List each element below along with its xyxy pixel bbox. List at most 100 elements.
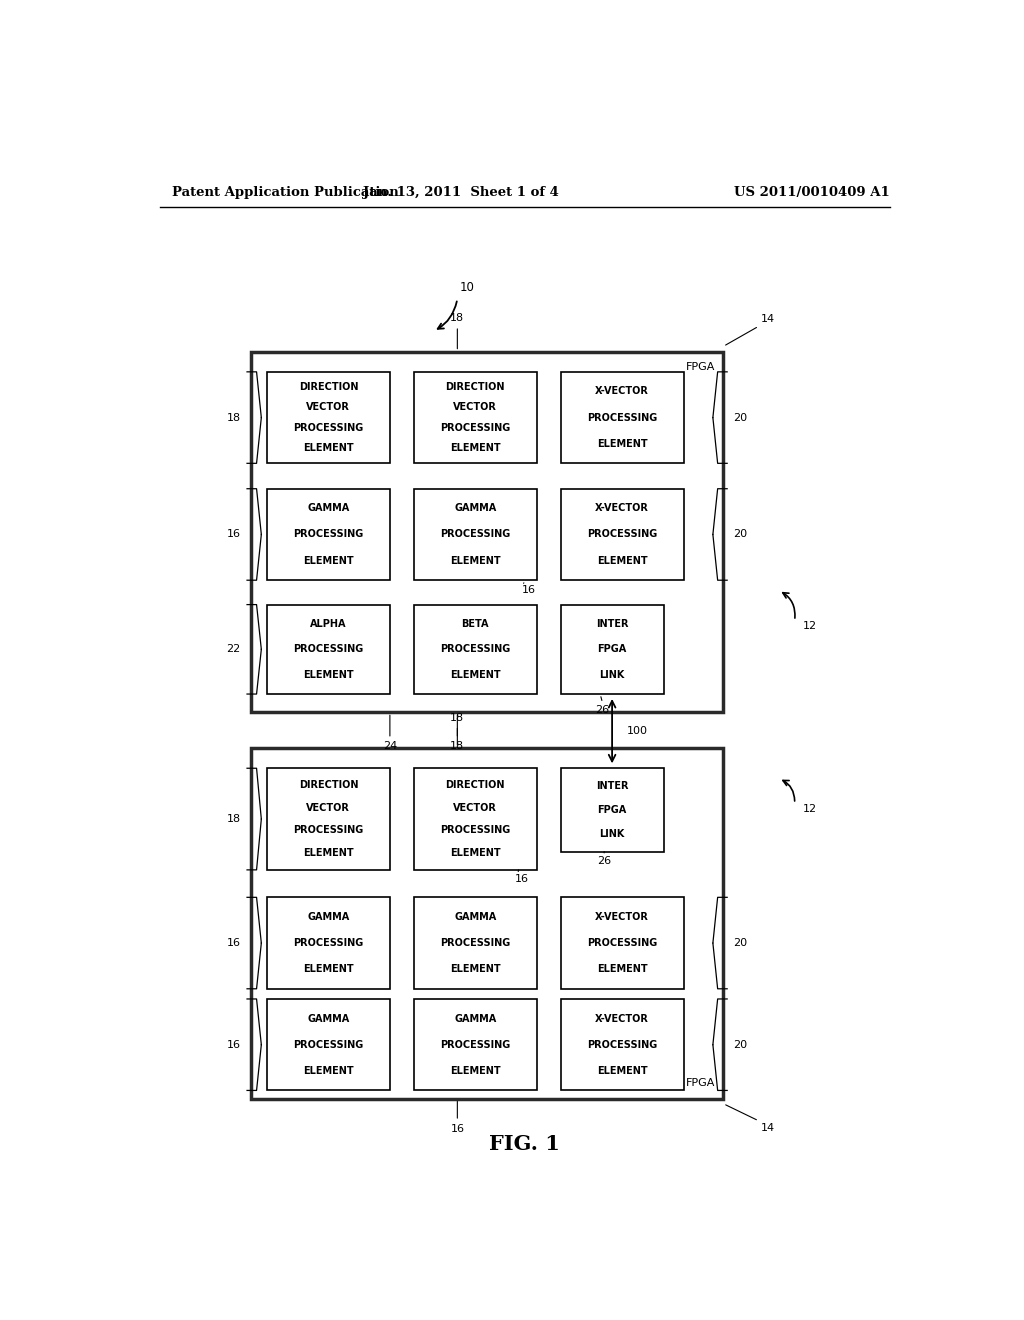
Bar: [560, 999, 684, 1090]
Text: VECTOR: VECTOR: [454, 803, 497, 813]
Bar: [414, 999, 537, 1090]
Text: ELEMENT: ELEMENT: [450, 1065, 501, 1076]
Text: VECTOR: VECTOR: [454, 403, 497, 412]
Text: X-VECTOR: X-VECTOR: [595, 1014, 649, 1023]
Bar: [414, 372, 537, 463]
Text: FPGA: FPGA: [597, 805, 627, 814]
Text: 18: 18: [451, 741, 465, 751]
Text: VECTOR: VECTOR: [306, 803, 350, 813]
Text: ELEMENT: ELEMENT: [303, 1065, 353, 1076]
Text: ELEMENT: ELEMENT: [303, 847, 353, 858]
Text: ELEMENT: ELEMENT: [450, 669, 501, 680]
Text: 24: 24: [383, 741, 397, 751]
Text: 18: 18: [226, 413, 241, 422]
Text: ELEMENT: ELEMENT: [303, 444, 353, 453]
Text: 26: 26: [596, 705, 609, 715]
Text: ELEMENT: ELEMENT: [303, 669, 353, 680]
Text: 14: 14: [761, 1123, 775, 1133]
Text: PROCESSING: PROCESSING: [293, 1040, 364, 1049]
Text: Patent Application Publication: Patent Application Publication: [172, 186, 398, 199]
Text: DIRECTION: DIRECTION: [445, 381, 505, 392]
Text: PROCESSING: PROCESSING: [293, 644, 364, 655]
Text: 100: 100: [627, 726, 647, 737]
Text: ELEMENT: ELEMENT: [303, 556, 353, 565]
Text: 20: 20: [733, 529, 748, 540]
Text: 16: 16: [451, 1125, 464, 1134]
Text: LINK: LINK: [599, 829, 625, 838]
Text: X-VECTOR: X-VECTOR: [595, 387, 649, 396]
Text: PROCESSING: PROCESSING: [440, 422, 510, 433]
Text: GAMMA: GAMMA: [454, 503, 497, 513]
Text: GAMMA: GAMMA: [454, 1014, 497, 1023]
Text: 16: 16: [226, 529, 241, 540]
Bar: [414, 488, 537, 581]
Bar: [267, 605, 390, 694]
Text: GAMMA: GAMMA: [454, 912, 497, 921]
Bar: [414, 768, 537, 870]
Bar: [267, 488, 390, 581]
Text: ELEMENT: ELEMENT: [597, 438, 647, 449]
Text: FPGA: FPGA: [597, 644, 627, 655]
Text: 26: 26: [597, 855, 611, 866]
Text: INTER: INTER: [596, 781, 629, 791]
Bar: [251, 748, 723, 1098]
Text: 16: 16: [226, 939, 241, 948]
Text: ELEMENT: ELEMENT: [303, 964, 353, 974]
Text: 10: 10: [460, 281, 474, 293]
Bar: [267, 372, 390, 463]
Text: X-VECTOR: X-VECTOR: [595, 503, 649, 513]
Text: ELEMENT: ELEMENT: [597, 556, 647, 565]
Text: 16: 16: [515, 874, 529, 884]
Text: GAMMA: GAMMA: [307, 1014, 349, 1023]
Text: PROCESSING: PROCESSING: [587, 529, 657, 540]
Bar: [560, 372, 684, 463]
Text: VECTOR: VECTOR: [306, 403, 350, 412]
Text: 14: 14: [761, 314, 775, 325]
Text: 18: 18: [451, 313, 465, 323]
Text: 16: 16: [226, 1040, 241, 1049]
Text: 18: 18: [451, 713, 465, 722]
Bar: [560, 488, 684, 581]
Text: US 2011/0010409 A1: US 2011/0010409 A1: [734, 186, 890, 199]
Text: FPGA: FPGA: [686, 1078, 715, 1089]
Bar: [267, 898, 390, 989]
Text: X-VECTOR: X-VECTOR: [595, 912, 649, 921]
Text: PROCESSING: PROCESSING: [293, 825, 364, 836]
Text: INTER: INTER: [596, 619, 629, 628]
Bar: [414, 898, 537, 989]
Bar: [267, 999, 390, 1090]
Text: DIRECTION: DIRECTION: [299, 381, 358, 392]
Text: PROCESSING: PROCESSING: [587, 413, 657, 422]
Text: PROCESSING: PROCESSING: [440, 939, 510, 948]
Text: PROCESSING: PROCESSING: [440, 529, 510, 540]
Text: 16: 16: [521, 585, 536, 595]
Bar: [251, 351, 723, 713]
Bar: [560, 768, 664, 851]
Text: PROCESSING: PROCESSING: [440, 825, 510, 836]
Text: DIRECTION: DIRECTION: [299, 780, 358, 791]
Text: PROCESSING: PROCESSING: [587, 1040, 657, 1049]
Text: ELEMENT: ELEMENT: [450, 847, 501, 858]
Text: ELEMENT: ELEMENT: [597, 1065, 647, 1076]
Text: LINK: LINK: [599, 669, 625, 680]
Text: ELEMENT: ELEMENT: [450, 444, 501, 453]
Text: DIRECTION: DIRECTION: [445, 780, 505, 791]
Text: ELEMENT: ELEMENT: [450, 556, 501, 565]
Text: GAMMA: GAMMA: [307, 912, 349, 921]
Text: ALPHA: ALPHA: [310, 619, 347, 628]
Text: FPGA: FPGA: [686, 362, 715, 372]
Text: PROCESSING: PROCESSING: [293, 422, 364, 433]
Text: Jan. 13, 2011  Sheet 1 of 4: Jan. 13, 2011 Sheet 1 of 4: [364, 186, 559, 199]
Bar: [267, 768, 390, 870]
Text: ELEMENT: ELEMENT: [450, 964, 501, 974]
Text: BETA: BETA: [462, 619, 488, 628]
Text: 20: 20: [733, 413, 748, 422]
Text: PROCESSING: PROCESSING: [293, 529, 364, 540]
Text: PROCESSING: PROCESSING: [440, 644, 510, 655]
Text: 20: 20: [733, 939, 748, 948]
Text: PROCESSING: PROCESSING: [293, 939, 364, 948]
Text: 12: 12: [803, 620, 817, 631]
Bar: [560, 898, 684, 989]
Text: GAMMA: GAMMA: [307, 503, 349, 513]
Text: 12: 12: [803, 804, 817, 814]
